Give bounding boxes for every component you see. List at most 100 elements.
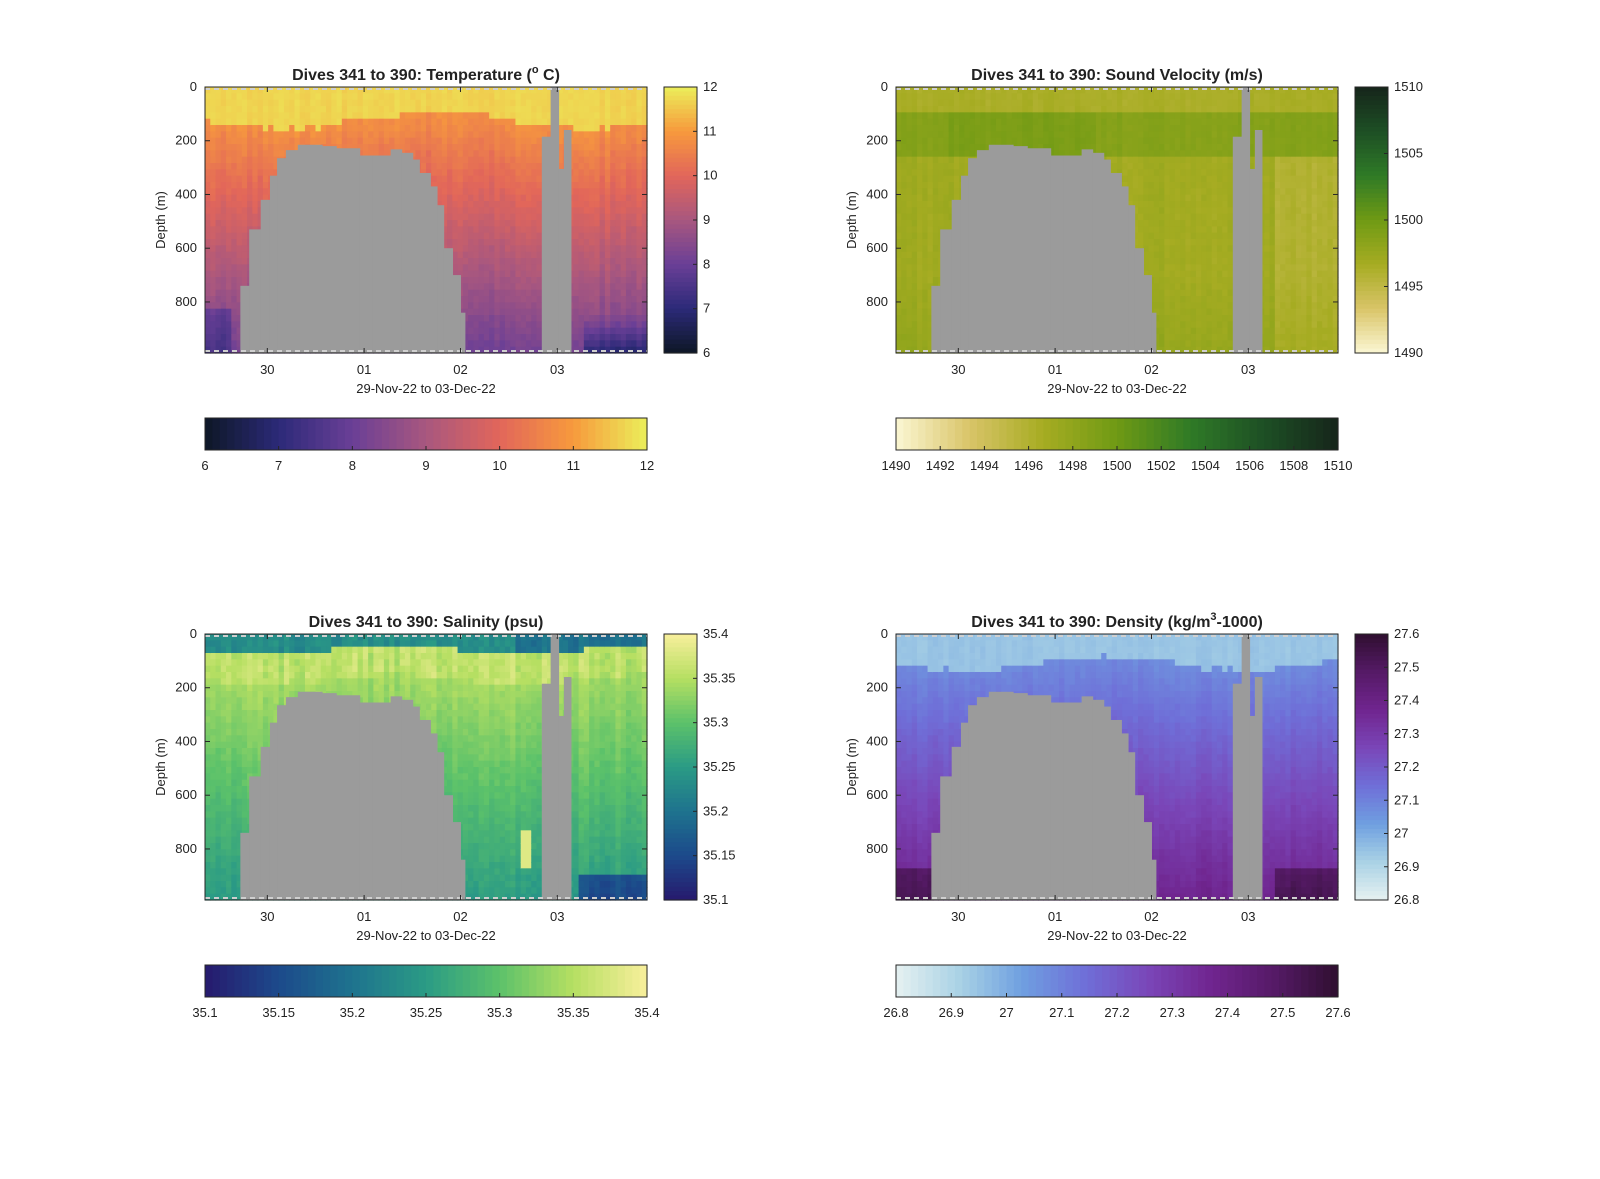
heatmap-cell bbox=[599, 302, 606, 310]
heatmap-cell bbox=[415, 131, 422, 139]
heatmap-cell bbox=[610, 239, 617, 246]
heatmap-cell bbox=[483, 99, 490, 107]
heatmap-cell bbox=[932, 201, 939, 208]
heatmap-cell bbox=[252, 188, 259, 196]
heatmap-cell bbox=[615, 296, 622, 303]
heatmap-cell bbox=[310, 106, 317, 113]
heatmap-cell bbox=[531, 175, 538, 183]
heatmap-cell bbox=[331, 137, 338, 145]
heatmap-cell bbox=[504, 270, 511, 278]
heatmap-cell bbox=[447, 201, 453, 208]
heatmap-cell bbox=[394, 125, 401, 132]
heatmap-cell bbox=[457, 125, 464, 132]
heatmap-cell bbox=[441, 93, 448, 101]
heatmap-cell bbox=[205, 321, 211, 329]
heatmap-cell bbox=[226, 156, 232, 164]
heatmap-cell bbox=[315, 137, 322, 145]
heatmap-cell bbox=[226, 327, 232, 335]
heatmap-cell bbox=[473, 87, 480, 94]
heatmap-cell bbox=[510, 112, 517, 120]
heatmap-cell bbox=[457, 163, 464, 170]
heatmap-cell bbox=[541, 99, 548, 107]
heatmap-cell bbox=[594, 340, 601, 348]
heatmap-cell bbox=[525, 315, 532, 322]
heatmap-cell bbox=[226, 308, 232, 316]
heatmap-cell bbox=[457, 175, 464, 183]
heatmap-cell bbox=[599, 251, 606, 259]
heatmap-cell bbox=[985, 99, 992, 107]
heatmap-cell bbox=[215, 201, 222, 208]
heatmap-cell bbox=[205, 213, 211, 221]
heatmap-cell bbox=[604, 188, 611, 196]
heatmap-cell bbox=[1011, 87, 1018, 94]
heatmap-cell bbox=[932, 118, 939, 126]
heatmap-cell bbox=[1027, 106, 1034, 113]
colorbar-swatch bbox=[664, 206, 697, 212]
heatmap-cell bbox=[901, 87, 908, 94]
heatmap-cell bbox=[462, 156, 469, 164]
heatmap-cell bbox=[205, 144, 211, 151]
heatmap-cell bbox=[536, 283, 543, 291]
heatmap-cell bbox=[599, 194, 606, 202]
heatmap-cell bbox=[515, 289, 522, 297]
heatmap-cell bbox=[599, 220, 606, 227]
heatmap-cell bbox=[210, 118, 217, 126]
heatmap-cell bbox=[447, 99, 453, 107]
heatmap-cell bbox=[604, 283, 611, 291]
heatmap-cell bbox=[441, 131, 448, 139]
heatmap-cell bbox=[625, 220, 632, 227]
heatmap-cell bbox=[231, 264, 238, 272]
colorbar-swatch bbox=[664, 118, 697, 124]
heatmap-cell bbox=[226, 296, 232, 303]
heatmap-cell bbox=[326, 118, 332, 126]
heatmap-cell bbox=[520, 327, 527, 335]
heatmap-cell bbox=[483, 340, 490, 348]
heatmap-cell bbox=[578, 315, 585, 322]
heatmap-cell bbox=[257, 137, 264, 145]
heatmap-cell bbox=[901, 327, 908, 335]
heatmap-cell bbox=[420, 137, 427, 145]
heatmap-cell bbox=[557, 125, 564, 132]
heatmap-cell bbox=[520, 315, 527, 322]
colorbar-swatch bbox=[367, 418, 376, 450]
heatmap-cell bbox=[494, 245, 501, 253]
heatmap-cell bbox=[599, 321, 606, 329]
heatmap-cell bbox=[906, 334, 913, 341]
heatmap-cell bbox=[604, 194, 611, 202]
heatmap-cell bbox=[394, 106, 401, 113]
heatmap-cell bbox=[236, 289, 243, 297]
heatmap-cell bbox=[457, 245, 464, 253]
colorbar-swatch bbox=[322, 418, 331, 450]
heatmap-cell bbox=[468, 321, 474, 329]
heatmap-cell bbox=[220, 334, 227, 341]
heatmap-cell bbox=[610, 340, 617, 348]
heatmap-cell bbox=[473, 270, 480, 278]
heatmap-cell bbox=[964, 137, 971, 145]
heatmap-cell bbox=[236, 175, 243, 183]
heatmap-cell bbox=[959, 106, 965, 113]
heatmap-cell bbox=[504, 296, 511, 303]
heatmap-cell bbox=[273, 87, 280, 94]
heatmap-cell bbox=[594, 289, 601, 297]
heatmap-cell bbox=[625, 251, 632, 259]
heatmap-cell bbox=[399, 144, 406, 151]
heatmap-cell bbox=[631, 277, 638, 284]
heatmap-cell bbox=[426, 169, 432, 177]
heatmap-cell bbox=[943, 137, 950, 145]
heatmap-cell bbox=[573, 112, 580, 120]
heatmap-cell bbox=[473, 321, 480, 329]
heatmap-cell bbox=[932, 125, 939, 132]
heatmap-cell bbox=[210, 277, 217, 284]
heatmap-cell bbox=[922, 270, 929, 278]
heatmap-cell bbox=[231, 302, 238, 310]
heatmap-cell bbox=[631, 131, 638, 139]
heatmap-cell bbox=[594, 283, 601, 291]
missing-data-region bbox=[412, 159, 420, 353]
heatmap-cell bbox=[262, 118, 269, 126]
heatmap-cell bbox=[457, 150, 464, 158]
heatmap-cell bbox=[599, 201, 606, 208]
heatmap-cell bbox=[948, 112, 955, 120]
heatmap-cell bbox=[494, 308, 501, 316]
heatmap-cell bbox=[917, 277, 923, 284]
heatmap-cell bbox=[578, 346, 585, 354]
